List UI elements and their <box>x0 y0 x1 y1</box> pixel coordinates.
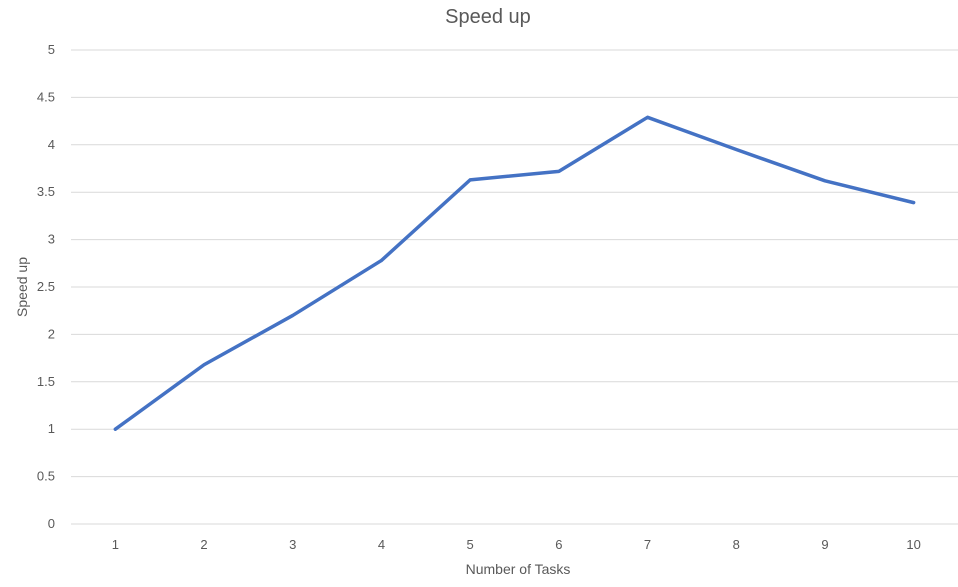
x-tick-label: 4 <box>378 537 385 552</box>
y-axis-ticks: 0 0.5 1 1.5 2 2.5 3 3.5 4 4.5 5 <box>37 42 55 531</box>
x-tick-label: 1 <box>112 537 119 552</box>
data-point <box>821 177 829 185</box>
data-point <box>111 425 119 433</box>
y-tick-label: 1 <box>48 421 55 436</box>
x-tick-label: 8 <box>733 537 740 552</box>
y-tick-label: 3.5 <box>37 184 55 199</box>
data-point <box>644 113 652 121</box>
data-point <box>555 167 563 175</box>
x-axis-ticks: 1 2 3 4 5 6 7 8 9 10 <box>112 537 921 552</box>
x-tick-label: 2 <box>200 537 207 552</box>
y-tick-label: 2 <box>48 326 55 341</box>
gridlines <box>71 49 958 478</box>
y-tick-label: 2.5 <box>37 279 55 294</box>
x-tick-label: 5 <box>467 537 474 552</box>
data-point <box>732 146 740 154</box>
y-axis-label: Speed up <box>14 257 30 317</box>
series-line <box>113 115 916 431</box>
chart-title: Speed up <box>445 6 531 28</box>
data-point <box>200 361 208 369</box>
y-tick-label: 4 <box>48 137 55 152</box>
x-tick-label: 10 <box>906 537 920 552</box>
y-tick-label: 3 <box>48 232 55 247</box>
data-point <box>289 311 297 319</box>
series-group <box>111 113 918 433</box>
x-tick-label: 6 <box>555 537 562 552</box>
x-axis-label: Number of Tasks <box>466 561 571 577</box>
y-tick-label: 4.5 <box>37 89 55 104</box>
y-tick-label: 5 <box>48 42 55 57</box>
x-tick-label: 7 <box>644 537 651 552</box>
x-tick-label: 9 <box>821 537 828 552</box>
data-point <box>466 176 474 184</box>
y-tick-label: 1.5 <box>37 374 55 389</box>
data-point <box>910 199 918 207</box>
x-tick-label: 3 <box>289 537 296 552</box>
y-tick-label: 0.5 <box>37 469 55 484</box>
y-tick-label: 0 <box>48 516 55 531</box>
data-point <box>377 256 385 264</box>
